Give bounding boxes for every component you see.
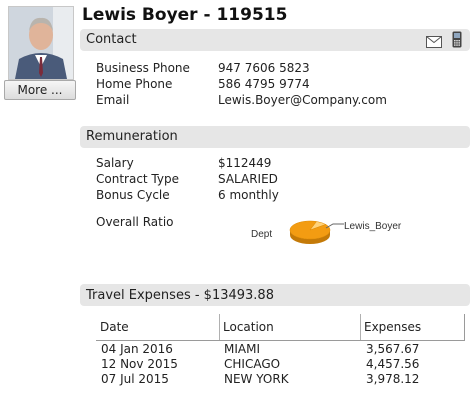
employee-photo (8, 6, 74, 80)
contact-section-header: Contact (80, 29, 470, 51)
bonus-cycle-label: Bonus Cycle (96, 188, 170, 202)
business-phone-value: 947 7606 5823 (218, 61, 310, 75)
salary-label: Salary (96, 156, 134, 170)
expense-location: NEW YORK (224, 372, 289, 386)
column-header-expenses[interactable]: Expenses (364, 320, 422, 334)
business-phone-label: Business Phone (96, 61, 190, 75)
mobile-phone-icon[interactable] (452, 31, 462, 52)
email-label: Email (96, 93, 130, 107)
expense-location: MIAMI (224, 342, 260, 356)
expense-date: 04 Jan 2016 (101, 342, 173, 356)
column-separator (360, 314, 361, 340)
contact-section-title: Contact (86, 32, 137, 47)
bonus-cycle-value: 6 monthly (218, 188, 279, 202)
pie-label-dept: Dept (251, 229, 273, 240)
pie-slice-side (290, 230, 330, 244)
email-value[interactable]: Lewis.Boyer@Company.com (218, 93, 387, 107)
contract-type-label: Contract Type (96, 172, 179, 186)
travel-section-title: Travel Expenses - $13493.88 (86, 288, 274, 303)
pie-label-lewis-boyer: Lewis_Boyer (344, 221, 402, 232)
home-phone-label: Home Phone (96, 77, 173, 91)
expense-date: 07 Jul 2015 (101, 372, 169, 386)
column-separator (219, 314, 220, 340)
expense-amount: 3,978.12 (366, 372, 420, 386)
column-header-date[interactable]: Date (100, 320, 129, 334)
expense-amount: 4,457.56 (366, 357, 420, 371)
employee-name-title: Lewis Boyer - 119515 (82, 5, 288, 25)
pie-leader-line (325, 223, 344, 229)
pie-slice-lewis-boyer (309, 221, 327, 231)
remuneration-section-header: Remuneration (80, 126, 470, 148)
mail-icon[interactable] (426, 33, 442, 52)
expense-date: 12 Nov 2015 (101, 357, 178, 371)
salary-value: $112449 (218, 156, 272, 170)
expenses-table-header (96, 314, 465, 341)
more-button[interactable]: More ... (4, 80, 76, 100)
overall-ratio-label: Overall Ratio (96, 215, 174, 229)
contract-type-value: SALARIED (218, 172, 278, 186)
expense-amount: 3,567.67 (366, 342, 420, 356)
ratio-pie-chart (289, 220, 331, 244)
home-phone-value: 586 4795 9774 (218, 77, 310, 91)
travel-section-header: Travel Expenses - $13493.88 (80, 284, 470, 306)
column-header-location[interactable]: Location (223, 320, 274, 334)
remuneration-section-title: Remuneration (86, 129, 178, 144)
expense-location: CHICAGO (224, 357, 281, 371)
